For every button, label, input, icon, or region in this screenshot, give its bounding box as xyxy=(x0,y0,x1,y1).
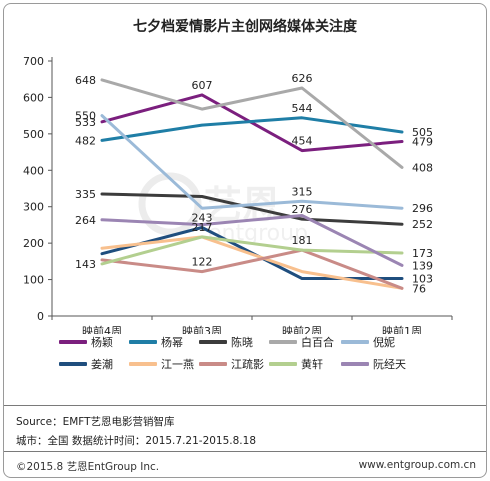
divider-top xyxy=(4,405,486,406)
y-tick-label: 200 xyxy=(23,237,44,250)
x-tick-label: 映前1周 xyxy=(382,324,422,334)
scope-text: 城市：全国 数据统计时间：2015.7.21-2015.8.18 xyxy=(16,435,257,447)
y-tick-label: 400 xyxy=(23,164,44,177)
data-label: 315 xyxy=(292,185,313,198)
legend-item: 黄轩 xyxy=(269,356,323,372)
data-label: 479 xyxy=(412,136,433,149)
data-label: 276 xyxy=(292,203,313,216)
data-label: 181 xyxy=(292,234,313,247)
legend-item: 白百合 xyxy=(269,334,334,350)
data-label: 296 xyxy=(412,202,433,215)
data-label: 173 xyxy=(412,247,433,260)
legend-label: 姜潮 xyxy=(91,358,113,371)
legend-item: 陈晓 xyxy=(199,334,253,350)
legend-swatch xyxy=(341,362,369,366)
legend-swatch xyxy=(59,340,87,344)
legend-item: 姜潮 xyxy=(59,356,113,372)
data-label: 76 xyxy=(412,282,426,295)
legend-label: 杨幂 xyxy=(161,336,183,349)
data-label: 505 xyxy=(412,126,433,139)
footer-website[interactable]: www.entgroup.com.cn xyxy=(358,459,476,471)
divider-bottom xyxy=(4,451,486,452)
series-line xyxy=(100,78,404,169)
series-line xyxy=(100,116,404,142)
legend-item: 杨颖 xyxy=(59,334,113,350)
legend-swatch xyxy=(59,362,87,366)
series-line xyxy=(100,214,404,267)
legend-swatch xyxy=(269,340,297,344)
legend-label: 倪妮 xyxy=(373,336,395,349)
legend-label: 陈晓 xyxy=(231,336,253,349)
series-line xyxy=(100,114,404,210)
legend-swatch xyxy=(129,340,157,344)
legend-label: 江疏影 xyxy=(231,358,264,371)
legend-swatch xyxy=(269,362,297,366)
data-label: 335 xyxy=(75,188,96,201)
data-label: 533 xyxy=(75,116,96,129)
series-line xyxy=(100,235,404,290)
chart-title: 七夕档爱情影片主创网络媒体关注度 xyxy=(133,19,357,35)
legend-label: 白百合 xyxy=(301,336,334,349)
y-tick-label: 700 xyxy=(23,55,44,68)
legend-label: 江一燕 xyxy=(161,358,194,371)
legend-swatch xyxy=(199,340,227,344)
legend-item: 江一燕 xyxy=(129,356,194,372)
x-tick-label: 映前4周 xyxy=(82,324,122,334)
footer-copyright: ©2015.8 艺恩EntGroup Inc. xyxy=(16,461,160,473)
legend-swatch xyxy=(199,362,227,366)
y-tick-label: 500 xyxy=(23,128,44,141)
watermark-text-en: entgroup xyxy=(208,221,308,246)
data-label: 408 xyxy=(412,161,433,174)
data-label: 482 xyxy=(75,134,96,147)
y-tick-label: 300 xyxy=(23,201,44,214)
y-tick-label: 100 xyxy=(23,274,44,287)
y-tick-label: 600 xyxy=(23,91,44,104)
legend-label: 杨颖 xyxy=(91,336,113,349)
data-label: 607 xyxy=(192,79,213,92)
chart-data-labels: 533 607 454 479 482 544 505 335 276 252 648 626 408 5… xyxy=(75,72,433,295)
chart-axes: 0 100 200 300 400 500 600 700 映前4周 映前3周 映前2周 映前1周 xyxy=(23,55,453,334)
series-line xyxy=(100,248,404,290)
legend-label: 阮经天 xyxy=(373,358,406,371)
data-label: 252 xyxy=(412,218,433,231)
series-line xyxy=(100,235,404,266)
data-label: 264 xyxy=(75,214,96,227)
data-label: 143 xyxy=(75,258,96,271)
legend-label: 黄轩 xyxy=(301,358,323,371)
legend-item: 杨幂 xyxy=(129,334,183,350)
data-label: 550 xyxy=(75,110,96,123)
x-tick-label: 映前2周 xyxy=(282,324,322,334)
y-tick-label: 0 xyxy=(37,310,44,323)
chart-frame: 七夕档爱情影片主创网络媒体关注度 艺恩 entgroup 0 100 200 300 40… xyxy=(3,3,487,478)
series-line xyxy=(100,192,404,226)
chart-series xyxy=(100,78,404,290)
data-label: 217 xyxy=(192,221,213,234)
data-label: 626 xyxy=(292,72,313,85)
legend-swatch xyxy=(341,340,369,344)
data-label: 243 xyxy=(192,211,213,224)
source-text: Source：EMFT艺恩电影营销智库 xyxy=(16,416,175,428)
legend-swatch xyxy=(129,362,157,366)
data-label: 139 xyxy=(412,259,433,272)
data-label: 103 xyxy=(412,272,433,285)
data-label: 648 xyxy=(75,74,96,87)
x-tick-label: 映前3周 xyxy=(182,324,222,334)
legend-item: 倪妮 xyxy=(341,334,395,350)
legend-item: 江疏影 xyxy=(199,356,264,372)
data-label: 122 xyxy=(192,256,213,269)
legend-item: 阮经天 xyxy=(341,356,406,372)
data-label: 544 xyxy=(292,102,313,115)
data-label: 454 xyxy=(292,135,313,148)
